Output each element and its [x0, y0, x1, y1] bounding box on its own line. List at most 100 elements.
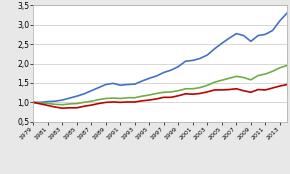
- Oil consumption: [249, 91, 253, 93]
- Energy consumption: [285, 64, 289, 66]
- Energy consumption: [206, 84, 209, 86]
- GDP: [46, 101, 50, 103]
- Energy consumption: [68, 103, 71, 105]
- GDP: [264, 33, 267, 35]
- Oil consumption: [155, 98, 158, 100]
- GDP: [119, 84, 122, 86]
- Energy consumption: [235, 75, 238, 77]
- Energy consumption: [169, 91, 173, 93]
- Energy consumption: [256, 74, 260, 77]
- Oil consumption: [82, 105, 86, 107]
- Oil consumption: [97, 102, 100, 105]
- GDP: [271, 29, 274, 31]
- GDP: [148, 77, 151, 79]
- Energy consumption: [133, 97, 137, 99]
- GDP: [177, 66, 180, 68]
- Oil consumption: [32, 101, 35, 103]
- Oil consumption: [61, 107, 64, 109]
- Oil consumption: [90, 104, 93, 106]
- Oil consumption: [271, 87, 274, 89]
- Oil consumption: [235, 88, 238, 90]
- Energy consumption: [271, 70, 274, 72]
- Energy consumption: [264, 73, 267, 75]
- GDP: [75, 95, 79, 97]
- GDP: [111, 82, 115, 84]
- Oil consumption: [53, 106, 57, 108]
- Oil consumption: [148, 99, 151, 101]
- Oil consumption: [191, 93, 195, 95]
- Oil consumption: [213, 89, 216, 91]
- GDP: [82, 93, 86, 95]
- GDP: [97, 86, 100, 89]
- Oil consumption: [242, 90, 245, 92]
- Energy consumption: [126, 97, 129, 99]
- GDP: [256, 34, 260, 37]
- Oil consumption: [68, 107, 71, 109]
- Oil consumption: [184, 93, 187, 95]
- Oil consumption: [104, 101, 108, 103]
- GDP: [169, 69, 173, 71]
- GDP: [61, 99, 64, 101]
- GDP: [198, 57, 202, 60]
- Energy consumption: [104, 97, 108, 100]
- Energy consumption: [75, 102, 79, 105]
- Energy consumption: [162, 91, 166, 93]
- Energy consumption: [148, 94, 151, 96]
- GDP: [249, 40, 253, 42]
- GDP: [184, 60, 187, 62]
- GDP: [206, 54, 209, 56]
- GDP: [68, 97, 71, 99]
- Energy consumption: [213, 81, 216, 83]
- GDP: [242, 34, 245, 37]
- Energy consumption: [278, 67, 282, 69]
- GDP: [213, 48, 216, 50]
- Energy consumption: [155, 92, 158, 94]
- Oil consumption: [285, 84, 289, 86]
- Oil consumption: [126, 101, 129, 103]
- GDP: [133, 83, 137, 85]
- GDP: [32, 101, 35, 103]
- GDP: [39, 101, 42, 103]
- Oil consumption: [177, 95, 180, 97]
- Oil consumption: [278, 85, 282, 87]
- GDP: [126, 84, 129, 86]
- GDP: [227, 37, 231, 39]
- Line: GDP: GDP: [33, 13, 287, 102]
- Oil consumption: [220, 89, 224, 91]
- Oil consumption: [256, 89, 260, 91]
- Oil consumption: [111, 101, 115, 103]
- Energy consumption: [97, 99, 100, 101]
- Energy consumption: [227, 77, 231, 79]
- Oil consumption: [46, 104, 50, 106]
- Oil consumption: [206, 91, 209, 93]
- Energy consumption: [242, 76, 245, 78]
- GDP: [220, 42, 224, 44]
- Line: Energy consumption: Energy consumption: [33, 65, 287, 105]
- Energy consumption: [46, 102, 50, 105]
- Energy consumption: [249, 79, 253, 81]
- GDP: [53, 100, 57, 102]
- GDP: [285, 12, 289, 14]
- Oil consumption: [227, 89, 231, 91]
- Energy consumption: [53, 103, 57, 105]
- GDP: [278, 20, 282, 22]
- GDP: [162, 71, 166, 73]
- GDP: [235, 33, 238, 35]
- Line: Oil consumption: Oil consumption: [33, 85, 287, 108]
- Oil consumption: [133, 101, 137, 103]
- Oil consumption: [264, 89, 267, 91]
- GDP: [191, 59, 195, 61]
- Energy consumption: [82, 101, 86, 103]
- Energy consumption: [39, 102, 42, 104]
- Oil consumption: [75, 107, 79, 109]
- Oil consumption: [198, 92, 202, 94]
- Energy consumption: [119, 97, 122, 100]
- GDP: [90, 90, 93, 92]
- Oil consumption: [119, 101, 122, 103]
- Energy consumption: [220, 79, 224, 81]
- Oil consumption: [39, 103, 42, 105]
- Energy consumption: [61, 104, 64, 106]
- GDP: [140, 80, 144, 82]
- Energy consumption: [140, 95, 144, 97]
- Energy consumption: [191, 88, 195, 90]
